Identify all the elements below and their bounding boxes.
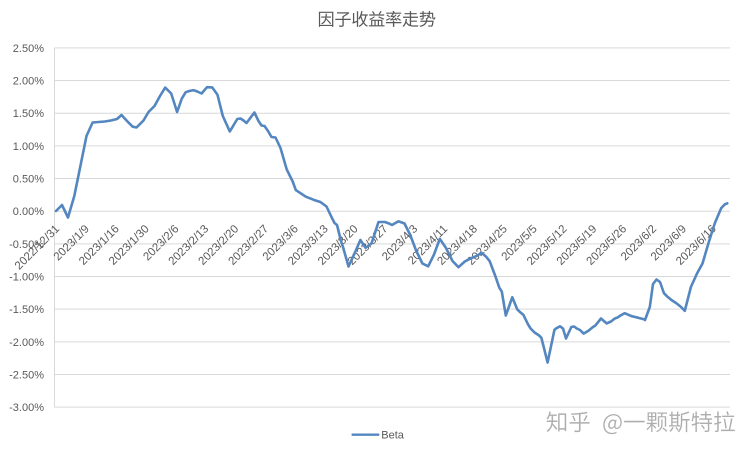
svg-text:-1.00%: -1.00%	[9, 272, 44, 284]
svg-text:-1.50%: -1.50%	[9, 304, 44, 316]
svg-text:-0.50%: -0.50%	[9, 239, 44, 251]
svg-text:-2.00%: -2.00%	[9, 337, 44, 349]
svg-text:2.00%: 2.00%	[13, 76, 44, 88]
svg-text:-2.50%: -2.50%	[9, 370, 44, 382]
svg-text:2.50%: 2.50%	[13, 43, 44, 55]
svg-text:0.50%: 0.50%	[13, 174, 44, 186]
svg-text:1.00%: 1.00%	[13, 141, 44, 153]
svg-text:1.50%: 1.50%	[13, 108, 44, 120]
svg-text:-3.00%: -3.00%	[9, 402, 44, 414]
svg-text:Beta: Beta	[381, 430, 405, 442]
svg-text:0.00%: 0.00%	[13, 206, 44, 218]
